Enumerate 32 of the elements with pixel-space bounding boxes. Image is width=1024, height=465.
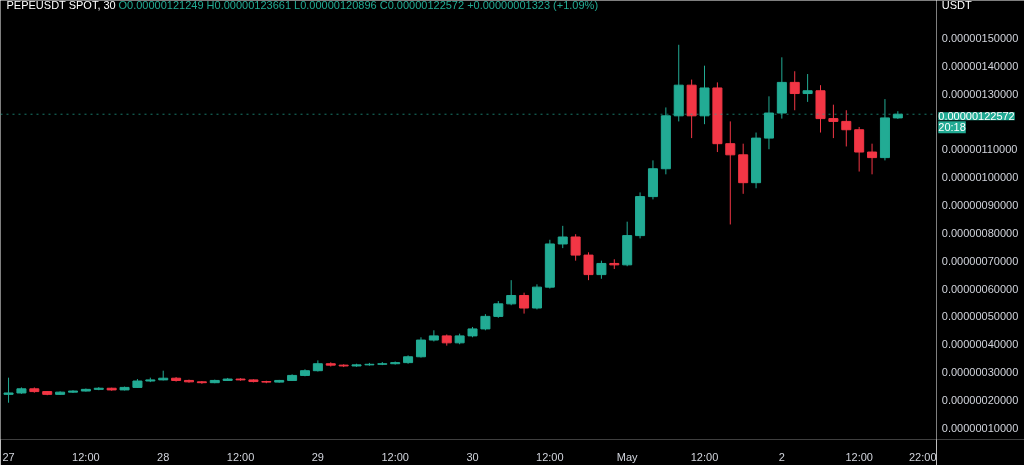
y-tick-label: 0.00000060000 — [941, 282, 1019, 295]
y-tick-label: 0.00000070000 — [941, 254, 1019, 267]
x-tick-label: May — [616, 450, 639, 463]
x-tick-label: 2 — [778, 450, 785, 463]
x-tick-label: 12:00 — [226, 450, 255, 463]
y-tick-label: 0.00000030000 — [941, 366, 1019, 379]
x-tick-label: 29 — [311, 450, 324, 463]
x-tick-label: 27 — [2, 450, 15, 463]
y-tick-label: 0.00000090000 — [941, 198, 1019, 211]
x-tick-label: 12:00 — [536, 450, 564, 463]
y-tick-label: 0.00000140000 — [941, 59, 1019, 72]
y-tick-label: 0.00000110000 — [941, 143, 1018, 156]
y-tick-label: 0.00000050000 — [941, 310, 1019, 323]
x-tick-label: 28 — [157, 450, 170, 463]
y-tick-label: 0.00000080000 — [941, 226, 1019, 239]
x-tick-label: 12:00 — [72, 450, 100, 463]
chart-title: PEPEUSDT SPOT, 30 — [6, 0, 116, 11]
y-tick-label: 0.00000100000 — [941, 171, 1019, 184]
chart-subtitle: O0.00000121249 H0.00000123661 L0.00000120896 C0.00000122572 +0.00000001323 (+1.09%) — [118, 0, 599, 11]
text: 20:18 — [938, 121, 966, 134]
x-tick-label: 22:00 — [908, 450, 937, 463]
y-tick-label: 0.00000020000 — [941, 393, 1019, 406]
ref-line-label: 0.00000122572 — [938, 110, 1015, 123]
y-tick-label: 0.00000010000 — [941, 421, 1019, 434]
y-tick-label: 0.00000150000 — [941, 31, 1019, 44]
x-tick-label: 12:00 — [381, 450, 409, 463]
y-axis-title: USDT — [941, 0, 972, 11]
x-tick-label: 12:00 — [690, 450, 719, 463]
y-tick-label: 0.00000130000 — [941, 87, 1019, 100]
y-tick-label: 0.00000040000 — [941, 338, 1019, 351]
x-tick-label: 30 — [466, 450, 479, 463]
x-tick-label: 12:00 — [845, 450, 873, 463]
